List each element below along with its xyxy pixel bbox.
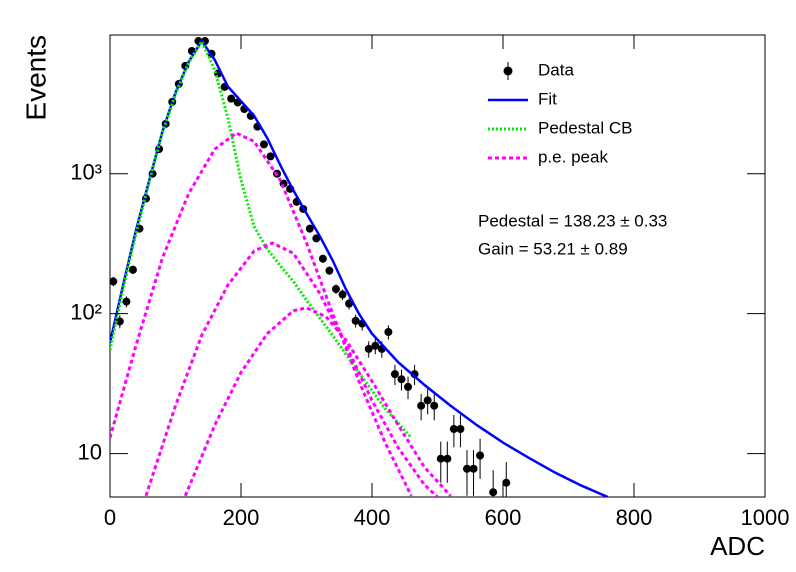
data-point — [122, 297, 131, 306]
data-point — [384, 327, 393, 336]
data-point — [331, 285, 340, 294]
plot-area — [110, 37, 609, 497]
data-point — [266, 152, 275, 161]
data-point — [390, 370, 399, 379]
data-point — [110, 277, 118, 286]
data-point — [397, 375, 406, 384]
data-point — [502, 478, 511, 487]
data-point — [476, 451, 485, 460]
data-point — [456, 424, 465, 433]
y-tick-label: 10 — [78, 439, 102, 464]
curve — [110, 38, 609, 497]
data-point — [227, 94, 236, 103]
annotation: Pedestal = 138.23 ± 0.33 — [478, 211, 667, 230]
y-tick-label: 10³ — [70, 160, 102, 185]
x-axis-label: ADC — [710, 531, 765, 561]
data-point — [259, 140, 268, 149]
data-point — [345, 299, 354, 308]
data-point — [469, 464, 478, 473]
legend-label: Pedestal CB — [538, 118, 633, 137]
legend-label: Fit — [538, 89, 557, 108]
frame — [109, 34, 766, 498]
x-tick-label: 800 — [616, 505, 653, 530]
data-point — [443, 454, 452, 463]
data-point — [115, 317, 124, 326]
data-point — [404, 382, 413, 391]
data-point — [364, 344, 373, 353]
data-point — [305, 224, 314, 233]
data-point — [417, 401, 426, 410]
data-point — [338, 290, 347, 299]
data-point — [436, 454, 445, 463]
x-tick-label: 1000 — [741, 505, 790, 530]
legend-symbol — [503, 66, 513, 76]
data-point — [312, 234, 321, 243]
legend-label: p.e. peak — [538, 147, 608, 166]
x-tick-label: 600 — [485, 505, 522, 530]
x-tick-label: 400 — [354, 505, 391, 530]
data-point — [318, 254, 327, 263]
data-point — [128, 265, 137, 274]
data-point — [423, 396, 432, 405]
data-point — [462, 464, 471, 473]
legend-label: Data — [538, 60, 574, 79]
data-point — [351, 316, 360, 325]
x-tick-label: 200 — [223, 505, 260, 530]
data-point — [489, 488, 498, 497]
data-point — [430, 401, 439, 410]
curve — [110, 38, 413, 439]
curve — [110, 131, 452, 497]
data-point — [449, 424, 458, 433]
data-point — [325, 266, 334, 275]
data-point — [371, 341, 380, 350]
annotation: Gain = 53.21 ± 0.89 — [478, 239, 628, 258]
x-tick-label: 0 — [104, 505, 116, 530]
y-tick-label: 10² — [70, 299, 102, 324]
y-axis-label: Events — [20, 35, 51, 121]
